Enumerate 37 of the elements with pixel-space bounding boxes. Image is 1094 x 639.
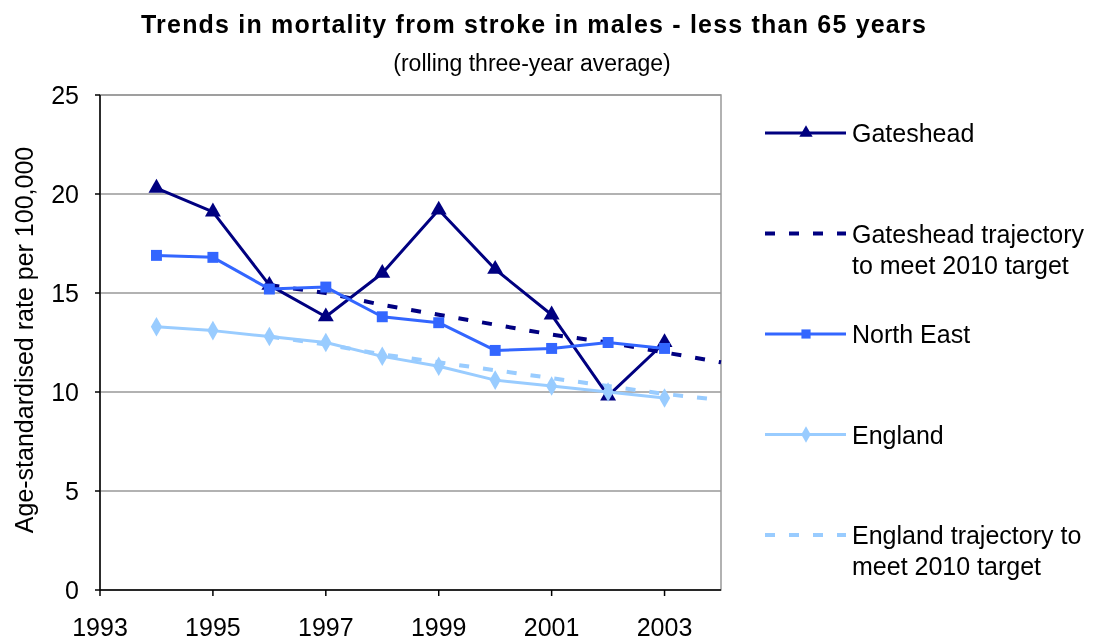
x-tick-label: 1999 (410, 613, 467, 639)
point (320, 281, 332, 293)
point (546, 342, 558, 354)
point (317, 307, 334, 322)
y-tick-label: 5 (65, 477, 79, 505)
chart-subtitle: (rolling three-year average) (393, 50, 671, 76)
point (374, 264, 391, 278)
point (602, 337, 614, 348)
legend-label: Gateshead (852, 119, 975, 147)
point (148, 178, 165, 193)
y-tick-label: 15 (51, 279, 79, 307)
point (430, 200, 447, 215)
y-tick-label: 10 (51, 378, 79, 406)
legend-label: Gateshead trajectory to meet 2010 target (852, 219, 1085, 279)
chart-title: Trends in mortality from stroke in males - less than 65 years (141, 10, 927, 38)
point (433, 317, 445, 329)
point (150, 249, 162, 261)
y-axis-title: Age-standardised rate per 100,000 (10, 146, 38, 534)
point (376, 311, 388, 323)
x-tick-label: 2003 (636, 613, 693, 639)
x-tick-label: 2001 (523, 613, 580, 639)
point (659, 342, 671, 354)
y-tick-label: 20 (51, 180, 79, 208)
legend-label: England (852, 420, 944, 449)
x-tick-label: 1997 (298, 613, 354, 639)
point (207, 251, 219, 263)
y-tick-label: 25 (51, 81, 79, 109)
point (204, 202, 221, 217)
point (543, 305, 560, 320)
point (487, 260, 504, 274)
legend-label: England trajectory to meet 2010 target (852, 521, 1082, 580)
point (263, 283, 275, 295)
x-tick-label: 1993 (72, 613, 128, 639)
y-tick-label: 0 (65, 576, 79, 604)
point (489, 344, 501, 356)
legend-label: North East (852, 320, 971, 348)
x-tick-label: 1995 (185, 613, 241, 639)
